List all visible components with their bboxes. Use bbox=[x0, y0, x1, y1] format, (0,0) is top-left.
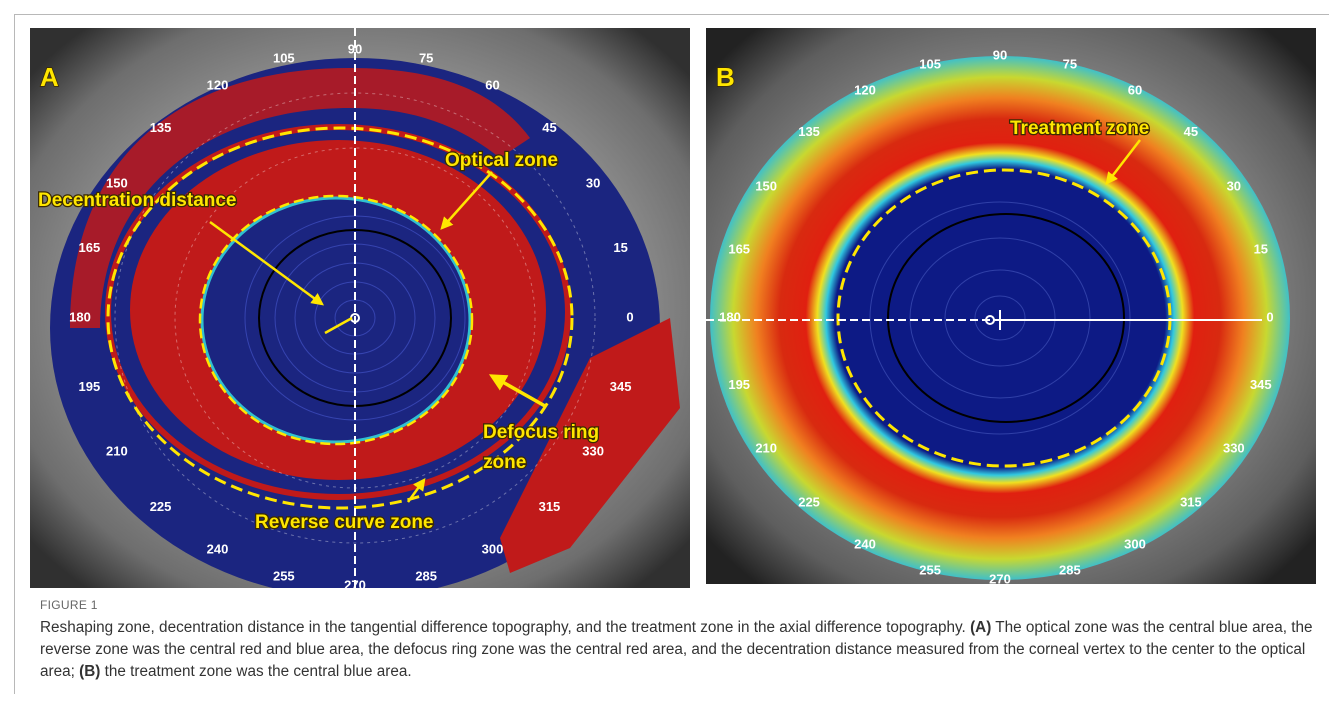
angle-label: 15 bbox=[613, 240, 627, 255]
angle-label: 45 bbox=[1184, 124, 1198, 139]
angle-label: 165 bbox=[79, 240, 101, 255]
angle-label: 90 bbox=[993, 47, 1007, 62]
panel-b-image: 0 15 30 45 60 75 90 105 120 135 150 165 180 195 210 225… bbox=[706, 28, 1316, 584]
angle-label: 300 bbox=[1124, 536, 1146, 551]
angle-label: 330 bbox=[1223, 440, 1245, 455]
angle-label: 15 bbox=[1254, 242, 1268, 257]
angle-label: 285 bbox=[1059, 563, 1081, 578]
angle-label: 60 bbox=[1128, 83, 1142, 98]
angle-label: 225 bbox=[150, 499, 172, 514]
angle-label: 225 bbox=[798, 495, 820, 510]
angle-label: 75 bbox=[419, 51, 433, 66]
angle-label: 0 bbox=[1266, 309, 1273, 324]
angle-label: 75 bbox=[1063, 56, 1077, 71]
annotation: Decentration distance bbox=[38, 190, 237, 211]
angle-label: 210 bbox=[755, 440, 777, 455]
frame-line bbox=[14, 14, 15, 694]
angle-label: 90 bbox=[348, 41, 362, 56]
angle-label: 180 bbox=[69, 309, 91, 324]
angle-label: 315 bbox=[539, 499, 561, 514]
angle-label: 150 bbox=[106, 175, 128, 190]
angle-label: 195 bbox=[728, 377, 750, 392]
caption-panel-ref: (B) bbox=[79, 663, 100, 680]
frame-line bbox=[14, 14, 1329, 15]
figure-label: FIGURE 1 bbox=[40, 598, 98, 612]
angle-label: 255 bbox=[919, 563, 941, 578]
angle-label: 120 bbox=[854, 83, 876, 98]
panel-a-image: 0 15 30 45 60 75 90 105 120 135 150 165 180 195 210 225… bbox=[30, 28, 690, 588]
angle-label: 270 bbox=[989, 571, 1011, 584]
angle-label: 345 bbox=[1250, 377, 1272, 392]
angle-label: 315 bbox=[1180, 495, 1202, 510]
figure-caption: Reshaping zone, decentration distance in… bbox=[40, 617, 1315, 683]
angle-label: 255 bbox=[273, 568, 295, 583]
caption-text: Reshaping zone, decentration distance in… bbox=[40, 619, 970, 636]
annotation: Treatment zone bbox=[1010, 118, 1149, 139]
angle-label: 0 bbox=[626, 309, 633, 324]
angle-label: 135 bbox=[798, 124, 820, 139]
angle-label: 195 bbox=[79, 379, 101, 394]
angle-label: 270 bbox=[344, 577, 366, 588]
angle-label: 120 bbox=[207, 77, 229, 92]
angle-label: 30 bbox=[586, 175, 600, 190]
angle-label: 60 bbox=[485, 77, 499, 92]
angle-label: 105 bbox=[919, 56, 941, 71]
angle-label: 180 bbox=[719, 309, 741, 324]
annotation: Defocus ring bbox=[483, 422, 599, 443]
annotation: Optical zone bbox=[445, 150, 558, 171]
angle-label: 240 bbox=[854, 536, 876, 551]
caption-text: the treatment zone was the central blue … bbox=[100, 663, 411, 680]
angle-label: 30 bbox=[1227, 178, 1241, 193]
angle-label: 165 bbox=[728, 242, 750, 257]
angle-label: 150 bbox=[755, 178, 777, 193]
angle-label: 330 bbox=[582, 443, 604, 458]
annotation: zone bbox=[483, 452, 526, 473]
angle-label: 240 bbox=[207, 542, 229, 557]
angle-label: 285 bbox=[415, 568, 437, 583]
angle-label: 135 bbox=[150, 120, 172, 135]
angle-label: 300 bbox=[482, 542, 504, 557]
caption-panel-ref: (A) bbox=[970, 619, 991, 636]
panel-label: B bbox=[716, 62, 735, 92]
annotation: Reverse curve zone bbox=[255, 512, 434, 533]
page: 0153045607590105120135150165180195210225… bbox=[0, 0, 1329, 714]
angle-label: 45 bbox=[542, 120, 556, 135]
angle-label: 210 bbox=[106, 443, 128, 458]
panel-label: A bbox=[40, 62, 59, 92]
angle-label: 345 bbox=[610, 379, 632, 394]
angle-label: 105 bbox=[273, 51, 295, 66]
